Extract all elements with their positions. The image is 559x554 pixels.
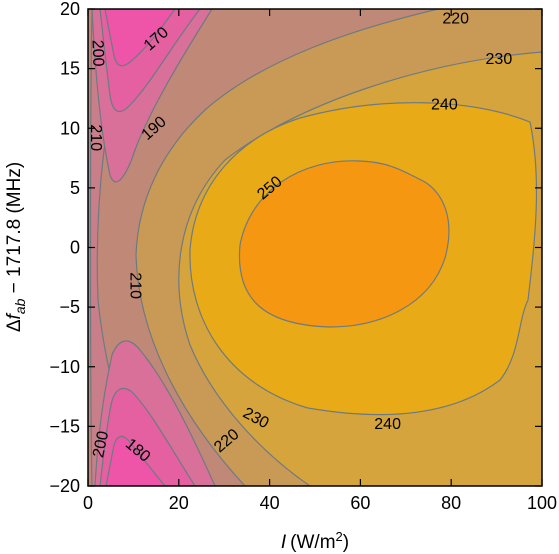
y-tick-label: −20 — [49, 476, 80, 496]
y-tick-label: 0 — [70, 238, 80, 258]
contour-label: 240 — [431, 96, 458, 113]
x-tick-label: 40 — [260, 493, 280, 513]
contour-label: 200 — [89, 39, 107, 66]
x-axis-label-unit: (W/m — [290, 532, 335, 553]
contour-label: 210 — [127, 272, 144, 299]
y-axis-label-delta: Δ — [4, 319, 25, 332]
y-tick-label: 5 — [70, 178, 80, 198]
contour-label: 200 — [90, 429, 112, 459]
y-tick-label: 20 — [60, 0, 80, 19]
y-tick-label: 10 — [60, 118, 80, 138]
y-axis-label-sub: ab — [12, 298, 28, 314]
region-180-bottom — [105, 435, 166, 486]
x-axis-label-close: ) — [343, 532, 349, 553]
x-axis-label: I (W/m2) — [281, 529, 349, 553]
y-axis-label-f: f — [4, 312, 25, 319]
region-250 — [238, 160, 450, 328]
x-tick-label: 60 — [350, 493, 370, 513]
x-axis-label-sup: 2 — [336, 529, 343, 544]
x-tick-label: 100 — [527, 493, 557, 513]
y-tick-label: −15 — [49, 416, 80, 436]
x-tick-label: 0 — [83, 493, 93, 513]
x-tick-label: 20 — [169, 493, 189, 513]
y-axis-ticks: −20 −15 −10 −5 0 5 10 15 20 — [49, 0, 542, 496]
contour-label: 220 — [442, 11, 469, 28]
y-tick-label: −10 — [49, 357, 80, 377]
contour-label: 240 — [374, 416, 401, 433]
x-axis-label-var: I — [281, 532, 287, 553]
region-180-top — [104, 9, 176, 67]
x-tick-label: 80 — [441, 493, 461, 513]
y-axis-label: Δfab − 1717.8 (MHz) — [4, 162, 28, 332]
contour-label: 230 — [486, 51, 513, 68]
x-axis-ticks: 0 20 40 60 80 100 — [83, 9, 557, 513]
y-tick-label: −5 — [59, 297, 80, 317]
contour-label: 210 — [87, 124, 104, 151]
plot-area: 1701801902002002102102202202302302402402… — [87, 9, 542, 486]
y-tick-label: 15 — [60, 59, 80, 79]
y-axis-label-rest: − 1717.8 (MHz) — [4, 162, 25, 299]
